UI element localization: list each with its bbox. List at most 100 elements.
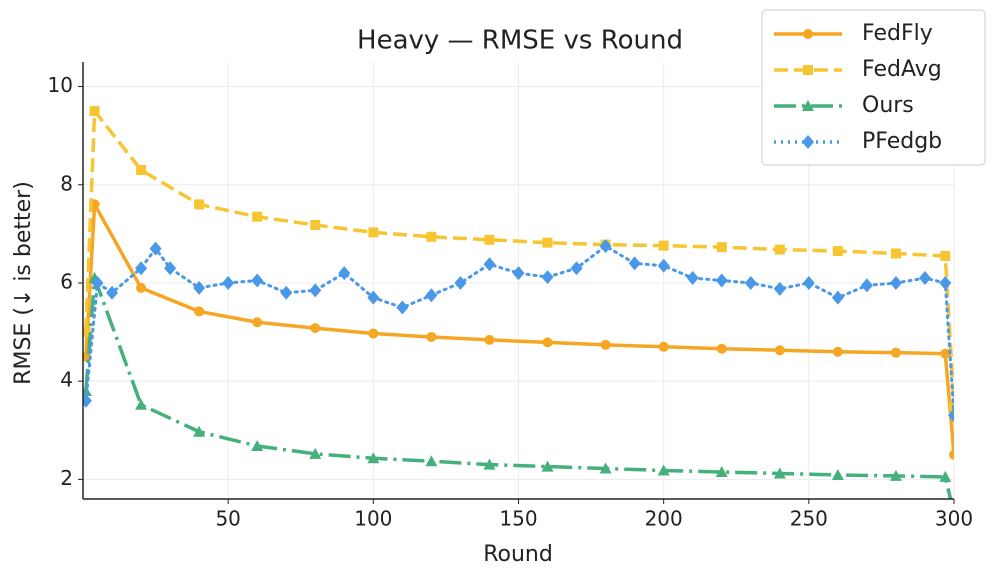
marker (512, 266, 525, 281)
marker (889, 469, 902, 481)
marker (890, 347, 901, 358)
x-tick-label: 200 (645, 507, 683, 531)
marker (715, 273, 728, 288)
x-tick-label: 250 (790, 507, 828, 531)
marker (251, 273, 264, 288)
marker (425, 455, 438, 467)
marker (367, 452, 380, 464)
marker (454, 275, 467, 290)
marker (541, 460, 554, 472)
series-line (84, 198, 954, 455)
marker (940, 250, 951, 261)
marker (831, 290, 844, 305)
x-tick-label: 100 (354, 507, 392, 531)
marker (222, 275, 235, 290)
marker (310, 220, 321, 231)
y-tick-label: 2 (60, 466, 73, 490)
marker (425, 288, 438, 303)
series-line (84, 106, 954, 406)
y-tick-label: 4 (60, 368, 73, 392)
x-axis-label: Round (483, 542, 553, 567)
marker (338, 266, 351, 281)
marker (773, 467, 786, 479)
marker (715, 465, 728, 477)
marker (890, 248, 901, 259)
legend-label: Ours (862, 93, 914, 118)
marker (657, 258, 670, 273)
marker (831, 468, 844, 480)
marker (149, 241, 162, 256)
marker (483, 257, 496, 272)
y-axis-label: RMSE (↓ is better) (11, 181, 36, 385)
marker (860, 278, 873, 293)
marker (744, 275, 757, 290)
marker (716, 343, 727, 354)
marker (541, 270, 554, 285)
marker (628, 256, 641, 271)
legend-label: PFedgb (862, 129, 942, 154)
marker (939, 470, 952, 482)
marker (194, 306, 205, 317)
marker (949, 449, 954, 460)
marker (136, 165, 147, 176)
y-tick-label: 10 (48, 73, 73, 97)
marker (686, 271, 699, 286)
marker (91, 275, 104, 290)
marker (136, 282, 147, 293)
marker (309, 283, 322, 298)
series-line (84, 244, 954, 418)
marker (251, 439, 264, 451)
marker (310, 323, 321, 334)
marker (426, 331, 437, 342)
marker (802, 275, 815, 290)
legend-label: FedAvg (862, 57, 942, 82)
marker (135, 261, 148, 276)
marker (309, 447, 322, 459)
marker (426, 231, 437, 242)
marker (803, 29, 813, 39)
x-tick-label: 300 (935, 507, 973, 531)
marker (600, 339, 611, 350)
marker (194, 199, 205, 210)
x-tick-label: 50 (215, 507, 240, 531)
marker (918, 271, 931, 286)
marker (542, 237, 553, 248)
marker (774, 244, 785, 255)
legend-box (761, 9, 986, 166)
y-tick-label: 6 (60, 269, 73, 293)
marker (658, 341, 669, 352)
marker (716, 242, 727, 253)
marker (252, 211, 263, 222)
marker (135, 398, 148, 410)
marker (164, 261, 177, 276)
marker (83, 393, 92, 408)
marker (193, 280, 206, 295)
marker (83, 327, 91, 338)
marker (657, 464, 670, 476)
series-line (84, 277, 953, 499)
marker (368, 227, 379, 238)
marker (948, 408, 954, 423)
y-tick-label: 8 (60, 171, 73, 195)
marker (802, 100, 814, 111)
marker (193, 425, 206, 437)
marker (949, 400, 954, 411)
marker (483, 458, 496, 470)
marker (396, 300, 409, 315)
chart-title: Heavy — RMSE vs Round (357, 26, 683, 56)
marker (774, 345, 785, 356)
marker (940, 348, 951, 359)
marker (368, 328, 379, 339)
marker (773, 281, 786, 296)
marker (280, 285, 293, 300)
marker (889, 275, 902, 290)
marker (367, 290, 380, 305)
marker (570, 261, 583, 276)
marker (832, 246, 843, 257)
marker (599, 239, 612, 254)
marker (599, 462, 612, 474)
marker (832, 346, 843, 357)
marker (658, 240, 669, 251)
marker (939, 275, 952, 290)
